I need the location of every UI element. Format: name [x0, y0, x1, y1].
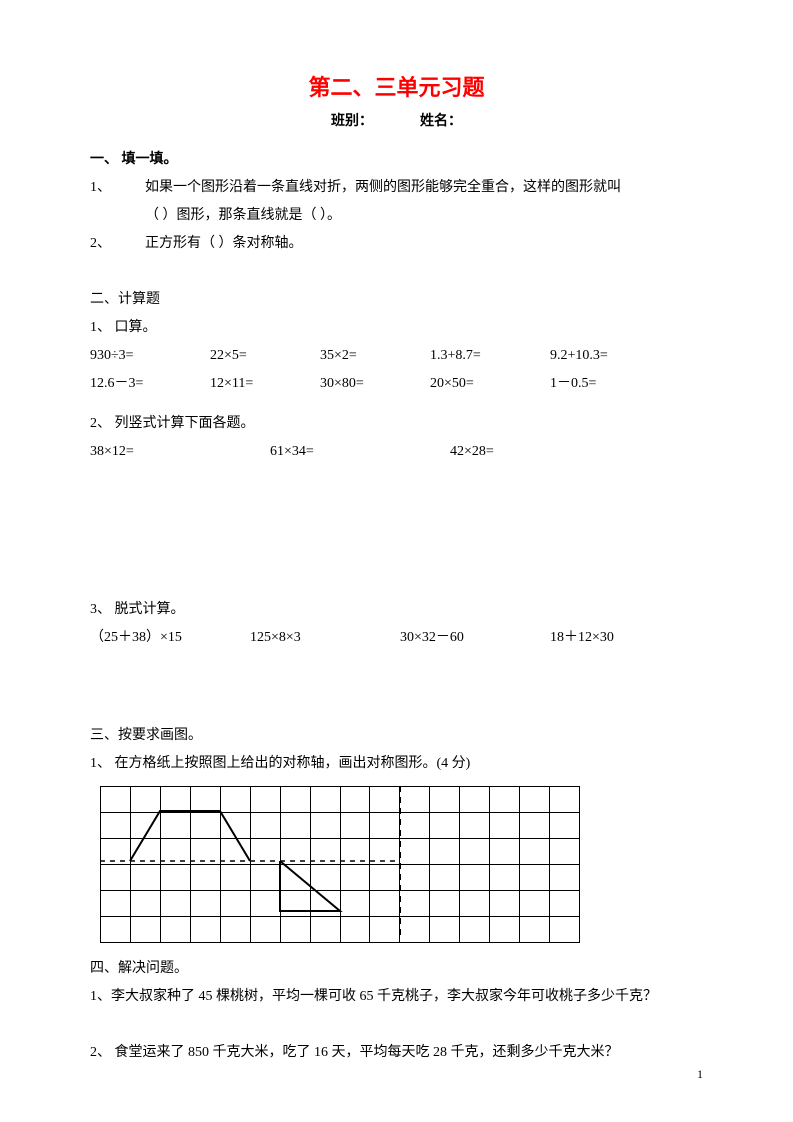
calc-cell: 20×50=: [430, 370, 550, 398]
s4-q2: 2、 食堂运来了 850 千克大米，吃了 16 天，平均每天吃 28 千克，还剩…: [90, 1039, 703, 1067]
calc-cell: 30×80=: [320, 370, 430, 398]
calc-cell: 61×34=: [270, 438, 450, 466]
s1-item1-line2: （ ）图形，那条直线就是（ ）。: [145, 202, 703, 230]
s1-item1-num: 1、: [90, 174, 145, 230]
page-title: 第二、三单元习题: [90, 70, 703, 102]
name-label: 姓名：: [420, 114, 462, 129]
s2-sub3-row: （25＋38）×15 125×8×3 30×32－60 18＋12×30: [90, 624, 703, 652]
calc-cell: 9.2+10.3=: [550, 342, 670, 370]
worksheet-page: 第二、三单元习题 班别： 姓名： 一、 填一填。 1、 如果一个图形沿着一条直线…: [0, 0, 793, 1122]
s1-item1: 1、 如果一个图形沿着一条直线对折，两侧的图形能够完全重合，这样的图形就叫 （ …: [90, 174, 703, 230]
calc-cell: 1.3+8.7=: [430, 342, 550, 370]
calc-cell: 1－0.5=: [550, 370, 670, 398]
s2-sub1-label: 1、 口算。: [90, 314, 703, 342]
grid-table: [100, 786, 580, 943]
s2-sub2-label: 2、 列竖式计算下面各题。: [90, 410, 703, 438]
s1-item2-text: 正方形有（ ）条对称轴。: [145, 230, 703, 258]
page-number: 1: [697, 1067, 703, 1082]
section2-heading: 二、计算题: [90, 286, 703, 314]
calc-cell: 18＋12×30: [550, 624, 700, 652]
calc-cell: 125×8×3: [250, 624, 400, 652]
grid-figure: [100, 786, 580, 943]
s1-item2-num: 2、: [90, 230, 145, 258]
s3-item1: 1、 在方格纸上按照图上给出的对称轴，画出对称图形。(4 分): [90, 750, 703, 778]
calc-cell: 42×28=: [450, 438, 630, 466]
s2-sub2-row: 38×12= 61×34= 42×28=: [90, 438, 703, 466]
calc-cell: 12×11=: [210, 370, 320, 398]
section4-heading: 四、解决问题。: [90, 955, 703, 983]
header-line: 班别： 姓名：: [90, 110, 703, 130]
calc-cell: 38×12=: [90, 438, 270, 466]
calc-cell: 930÷3=: [90, 342, 210, 370]
calc-cell: 30×32－60: [400, 624, 550, 652]
class-label: 班别：: [331, 114, 373, 129]
s2-sub1-row1: 930÷3= 22×5= 35×2= 1.3+8.7= 9.2+10.3=: [90, 342, 703, 370]
calc-cell: 35×2=: [320, 342, 430, 370]
section1-heading: 一、 填一填。: [90, 148, 703, 168]
s2-sub3-label: 3、 脱式计算。: [90, 596, 703, 624]
s2-sub1-row2: 12.6－3= 12×11= 30×80= 20×50= 1－0.5=: [90, 370, 703, 398]
s1-item1-text: 如果一个图形沿着一条直线对折，两侧的图形能够完全重合，这样的图形就叫 （ ）图形…: [145, 174, 703, 230]
s1-item1-line1: 如果一个图形沿着一条直线对折，两侧的图形能够完全重合，这样的图形就叫: [145, 174, 703, 202]
calc-cell: 12.6－3=: [90, 370, 210, 398]
s1-item2: 2、 正方形有（ ）条对称轴。: [90, 230, 703, 258]
s4-q1: 1、李大叔家种了 45 棵桃树，平均一棵可收 65 千克桃子，李大叔家今年可收桃…: [90, 983, 703, 1011]
calc-cell: 22×5=: [210, 342, 320, 370]
calc-cell: （25＋38）×15: [90, 624, 250, 652]
section3-heading: 三、按要求画图。: [90, 722, 703, 750]
